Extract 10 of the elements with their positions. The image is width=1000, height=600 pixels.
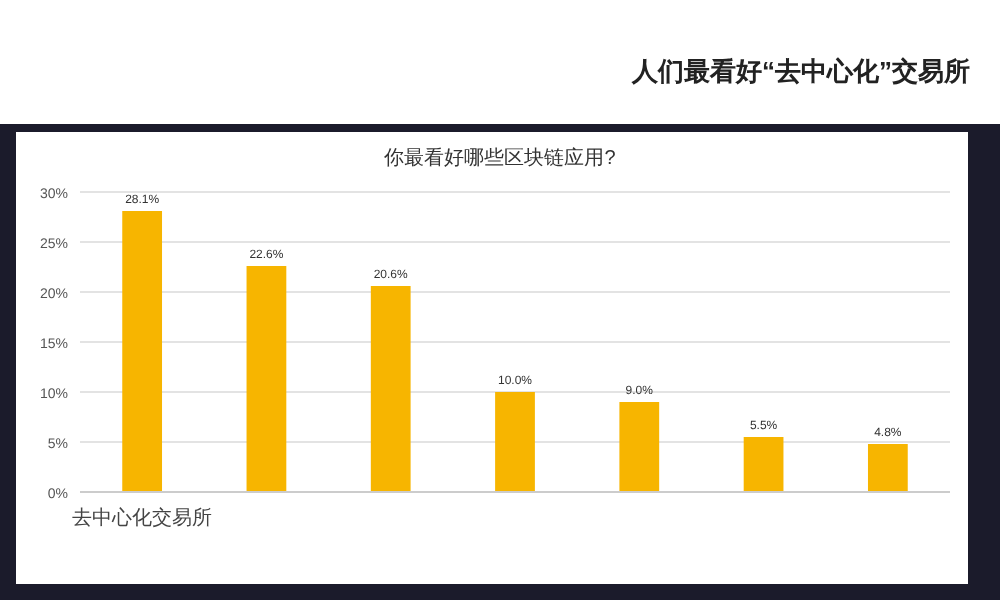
bar <box>743 437 784 492</box>
chart-title: 你最看好哪些区块链应用? <box>384 146 617 170</box>
x-tick-label: 去中心化交易所 <box>72 506 213 530</box>
bar <box>495 392 535 492</box>
bar <box>246 266 287 492</box>
bar <box>619 402 660 492</box>
bar <box>867 444 908 492</box>
bar <box>370 286 411 492</box>
bar <box>122 211 163 492</box>
text: 人们最看好“去中心化”交易所 <box>630 56 970 86</box>
